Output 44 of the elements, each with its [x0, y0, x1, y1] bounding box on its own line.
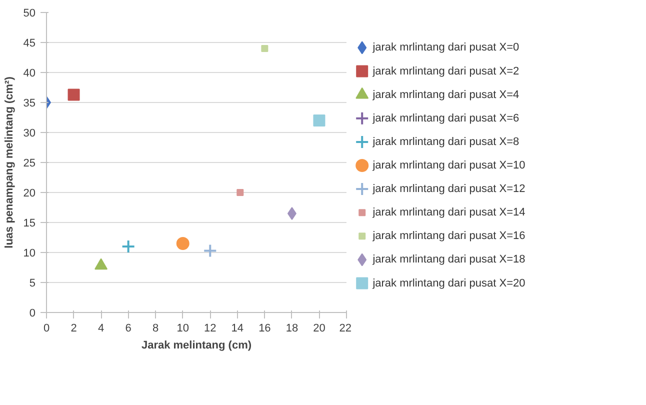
point — [68, 88, 80, 101]
x-tick-label: 2 — [70, 322, 77, 334]
y-tick-label: 50 — [23, 8, 36, 20]
legend-label: jarak mrlintang dari pusat X=2 — [372, 65, 520, 78]
y-tick-label: 20 — [23, 188, 36, 200]
legend-label: jarak mrlintang dari pusat X=4 — [372, 88, 520, 101]
point — [261, 45, 268, 52]
legend-label: jarak mrlintang dari pusat X=10 — [372, 160, 526, 172]
y-tick-label: 40 — [23, 68, 36, 80]
y-tick-label: 25 — [23, 158, 36, 170]
x-tick-label: 14 — [231, 322, 244, 334]
y-tick-label: 5 — [29, 278, 36, 290]
y-tick-label: 35 — [23, 98, 36, 110]
y-tick-label: 0 — [29, 308, 36, 320]
x-tick-label: 20 — [313, 322, 326, 334]
legend-label: jarak mrlintang dari pusat X=0 — [372, 42, 520, 54]
legend-label: jarak mrlintang dari pusat X=12 — [372, 183, 526, 196]
legend-label: jarak mrlintang dari pusat X=6 — [372, 112, 520, 124]
legend-label: jarak mrlintang dari pusat X=20 — [372, 277, 526, 290]
x-tick-label: 6 — [125, 322, 132, 334]
legend-label: jarak mrlintang dari pusat X=8 — [372, 136, 520, 148]
legend-label: jarak mrlintang dari pusat X=16 — [372, 230, 526, 242]
x-tick-label: 16 — [258, 322, 271, 334]
y-tick-label: 30 — [23, 128, 36, 140]
x-tick-label: 0 — [43, 322, 50, 334]
point — [121, 240, 136, 254]
y-tick-label: 10 — [23, 248, 36, 260]
point — [236, 189, 244, 196]
x-tick-label: 8 — [152, 322, 159, 334]
legend-label: jarak mrlintang dari pusat X=18 — [372, 254, 526, 266]
x-tick-label: 10 — [176, 322, 189, 334]
x-tick-label: 12 — [204, 322, 216, 334]
point — [176, 237, 190, 250]
x-tick-label: 22 — [339, 322, 352, 334]
legend-label: jarak mrlintang dari pusat X=14 — [372, 206, 526, 219]
x-axis-title: Jarak melintang (cm) — [141, 340, 252, 352]
y-tick-label: 45 — [23, 38, 36, 50]
x-tick-label: 4 — [98, 322, 104, 334]
point — [203, 244, 218, 258]
x-tick-label: 18 — [286, 322, 298, 334]
point — [287, 207, 296, 220]
point — [313, 114, 326, 126]
y-axis-title: luas penampang melintang (cm²) — [3, 76, 16, 248]
y-tick-label: 15 — [23, 218, 36, 230]
